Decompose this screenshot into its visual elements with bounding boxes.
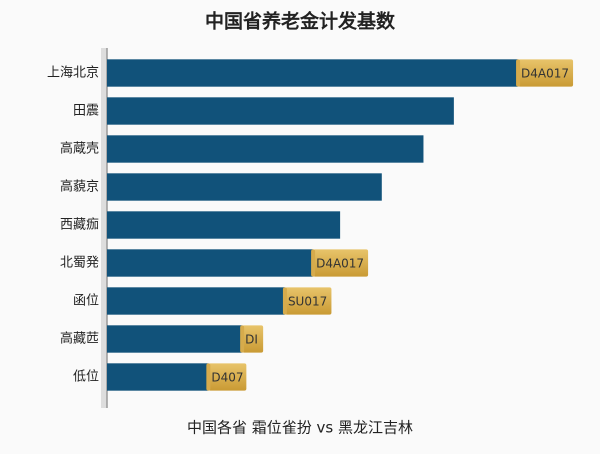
y-tick-label: 高藐京	[60, 179, 99, 195]
y-tick-label: 低位	[73, 370, 99, 385]
bar	[107, 135, 424, 163]
bar	[107, 363, 209, 391]
bar	[107, 173, 382, 201]
y-tick-label: 田震	[73, 104, 99, 119]
value-label: D407	[211, 371, 243, 385]
value-label: DI	[245, 333, 258, 347]
x-axis-label: 中国各省 霜位雀扮 vs 黑龙江吉林	[187, 419, 413, 437]
value-label-edge	[311, 249, 316, 277]
value-label: D4A017	[316, 257, 364, 271]
value-label-edge	[206, 363, 211, 391]
value-label-tag	[518, 59, 574, 87]
y-tick-label: 函位	[73, 294, 99, 309]
value-label-tag	[208, 363, 247, 391]
value-label: D4A017	[521, 67, 569, 81]
bar	[107, 249, 314, 277]
value-label-tag	[284, 287, 332, 315]
value-label-tag	[242, 325, 264, 353]
value-label-edge	[282, 287, 287, 315]
bar	[107, 211, 341, 239]
bar	[107, 97, 454, 125]
y-tick-label: 高藏苉	[60, 331, 99, 347]
bar	[107, 59, 519, 87]
axis-shadow	[101, 48, 107, 408]
y-tick-label: 上海北京	[47, 66, 99, 81]
bar	[107, 287, 285, 315]
y-tick-label: 西藏痂	[60, 217, 99, 233]
value-label-edge	[240, 325, 245, 353]
chart-title: 中国省养老金计发基数	[205, 10, 396, 33]
bar	[107, 325, 243, 353]
value-label-edge	[516, 59, 521, 87]
value-label-tag	[313, 249, 369, 277]
value-label: SU017	[288, 295, 327, 309]
y-tick-label: 北蜀発	[60, 256, 99, 271]
y-tick-label: 高蔵壳	[60, 141, 99, 157]
